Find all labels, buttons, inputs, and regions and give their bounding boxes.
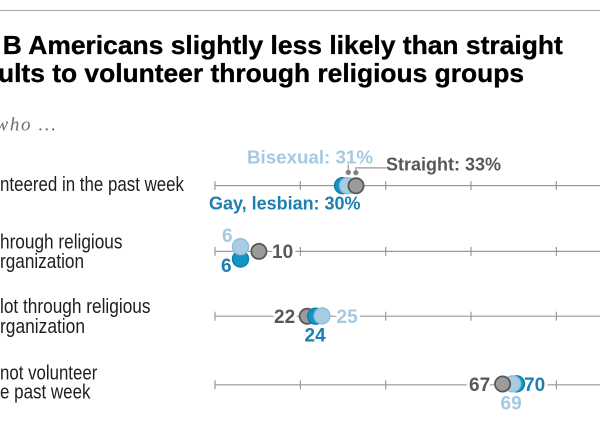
svg-text:hrough religious: hrough religious bbox=[0, 231, 123, 253]
svg-text:67: 67 bbox=[469, 375, 490, 396]
svg-text:lot through religious: lot through religious bbox=[0, 296, 151, 318]
svg-text:22: 22 bbox=[274, 307, 295, 328]
svg-text:10: 10 bbox=[272, 242, 293, 263]
svg-text:who ...: who ... bbox=[0, 115, 56, 136]
svg-text:rganization: rganization bbox=[0, 251, 84, 273]
svg-text:Bisexual: 31%: Bisexual: 31% bbox=[247, 148, 373, 168]
svg-text:B Americans slightly less like: B Americans slightly less likely than st… bbox=[3, 30, 563, 60]
svg-text:rganization: rganization bbox=[0, 316, 85, 338]
svg-text:e past week: e past week bbox=[0, 381, 91, 403]
svg-text:Straight: 33%: Straight: 33% bbox=[386, 155, 501, 175]
svg-text:nteered in the past week: nteered in the past week bbox=[0, 174, 185, 196]
svg-text:6: 6 bbox=[222, 226, 233, 247]
svg-text:not volunteer: not volunteer bbox=[0, 362, 98, 384]
svg-text:69: 69 bbox=[501, 394, 522, 415]
svg-text:25: 25 bbox=[337, 307, 359, 328]
svg-text:70: 70 bbox=[524, 375, 545, 396]
svg-text:6: 6 bbox=[221, 256, 232, 277]
svg-text:24: 24 bbox=[305, 326, 327, 347]
svg-text:ults to volunteer through reli: ults to volunteer through religious grou… bbox=[0, 58, 524, 88]
svg-text:Gay, lesbian: 30%: Gay, lesbian: 30% bbox=[209, 194, 361, 214]
